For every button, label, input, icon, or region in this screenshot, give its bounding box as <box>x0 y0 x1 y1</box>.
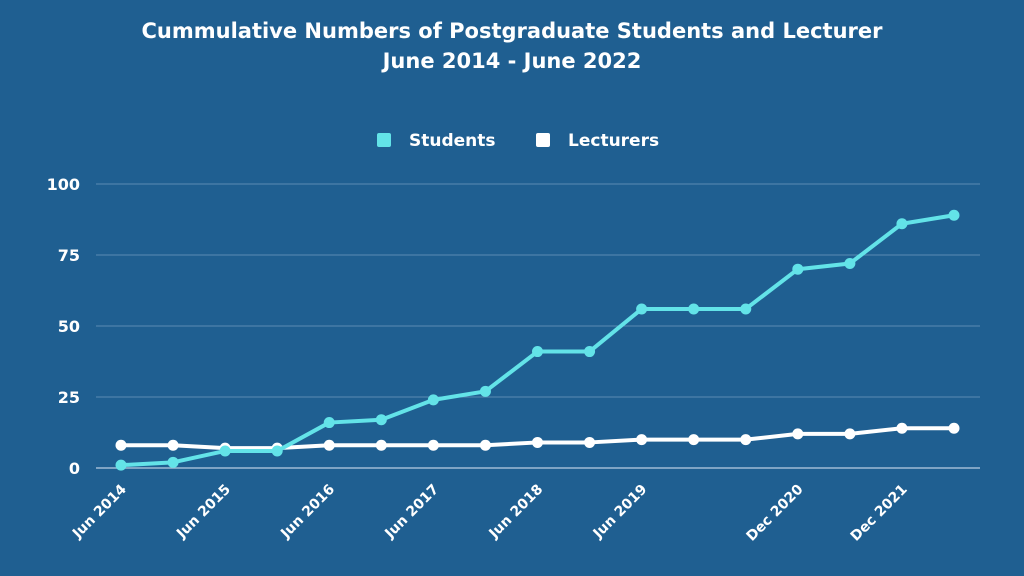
data-point-students <box>740 303 752 315</box>
data-point-students <box>532 346 543 358</box>
legend-label-lecturers: Lecturers <box>568 131 659 151</box>
data-point-lecturers <box>532 436 543 448</box>
x-tick-label: Jun 2018 <box>486 482 547 543</box>
data-point-lecturers <box>636 434 648 446</box>
y-tick-label: 25 <box>58 388 80 407</box>
data-point-students <box>323 417 335 429</box>
x-tick-label: Jun 2016 <box>277 482 338 543</box>
y-tick-label: 75 <box>58 246 80 265</box>
data-point-lecturers <box>740 434 752 446</box>
series-line-students <box>119 213 956 468</box>
data-point-students <box>479 385 491 397</box>
legend-swatch-students <box>377 133 391 147</box>
data-point-lecturers <box>584 436 596 448</box>
data-point-students <box>219 445 231 457</box>
data-point-students <box>948 209 960 221</box>
x-tick-label: Jun 2019 <box>590 482 651 543</box>
x-tick-label: Dec 2021 <box>848 482 911 545</box>
data-point-lecturers <box>688 434 700 446</box>
legend-swatch-lecturers <box>536 133 550 147</box>
y-tick-label: 100 <box>47 175 80 194</box>
data-point-students <box>688 303 700 315</box>
data-point-lecturers <box>896 422 908 434</box>
data-point-lecturers <box>323 439 335 451</box>
data-point-lecturers <box>167 439 179 451</box>
data-point-lecturers <box>844 428 856 440</box>
chart-subtitle: June 2014 - June 2022 <box>382 49 642 73</box>
data-point-students <box>427 394 439 406</box>
data-point-students <box>584 346 596 358</box>
data-point-lecturers <box>792 428 804 440</box>
x-tick-label: Jun 2015 <box>173 482 234 543</box>
data-point-students <box>844 258 856 270</box>
data-point-students <box>792 263 804 275</box>
legend-label-students: Students <box>409 131 496 151</box>
data-point-lecturers <box>427 439 439 451</box>
y-tick-label: 50 <box>58 317 80 336</box>
data-point-lecturers <box>948 422 960 434</box>
x-tick-label: Jun 2014 <box>69 481 130 542</box>
y-tick-label: 0 <box>69 459 80 478</box>
data-point-students <box>896 218 908 230</box>
data-point-lecturers <box>115 439 127 451</box>
data-point-students <box>271 445 283 457</box>
x-tick-label: Dec 2020 <box>744 481 807 544</box>
data-point-students <box>375 414 387 426</box>
data-point-students <box>636 303 648 315</box>
data-point-lecturers <box>479 439 491 451</box>
x-tick-label: Jun 2017 <box>381 482 442 543</box>
data-point-students <box>115 459 127 471</box>
data-point-lecturers <box>375 439 387 451</box>
chart-title: Cummulative Numbers of Postgraduate Stud… <box>141 19 883 43</box>
data-point-students <box>167 456 179 468</box>
